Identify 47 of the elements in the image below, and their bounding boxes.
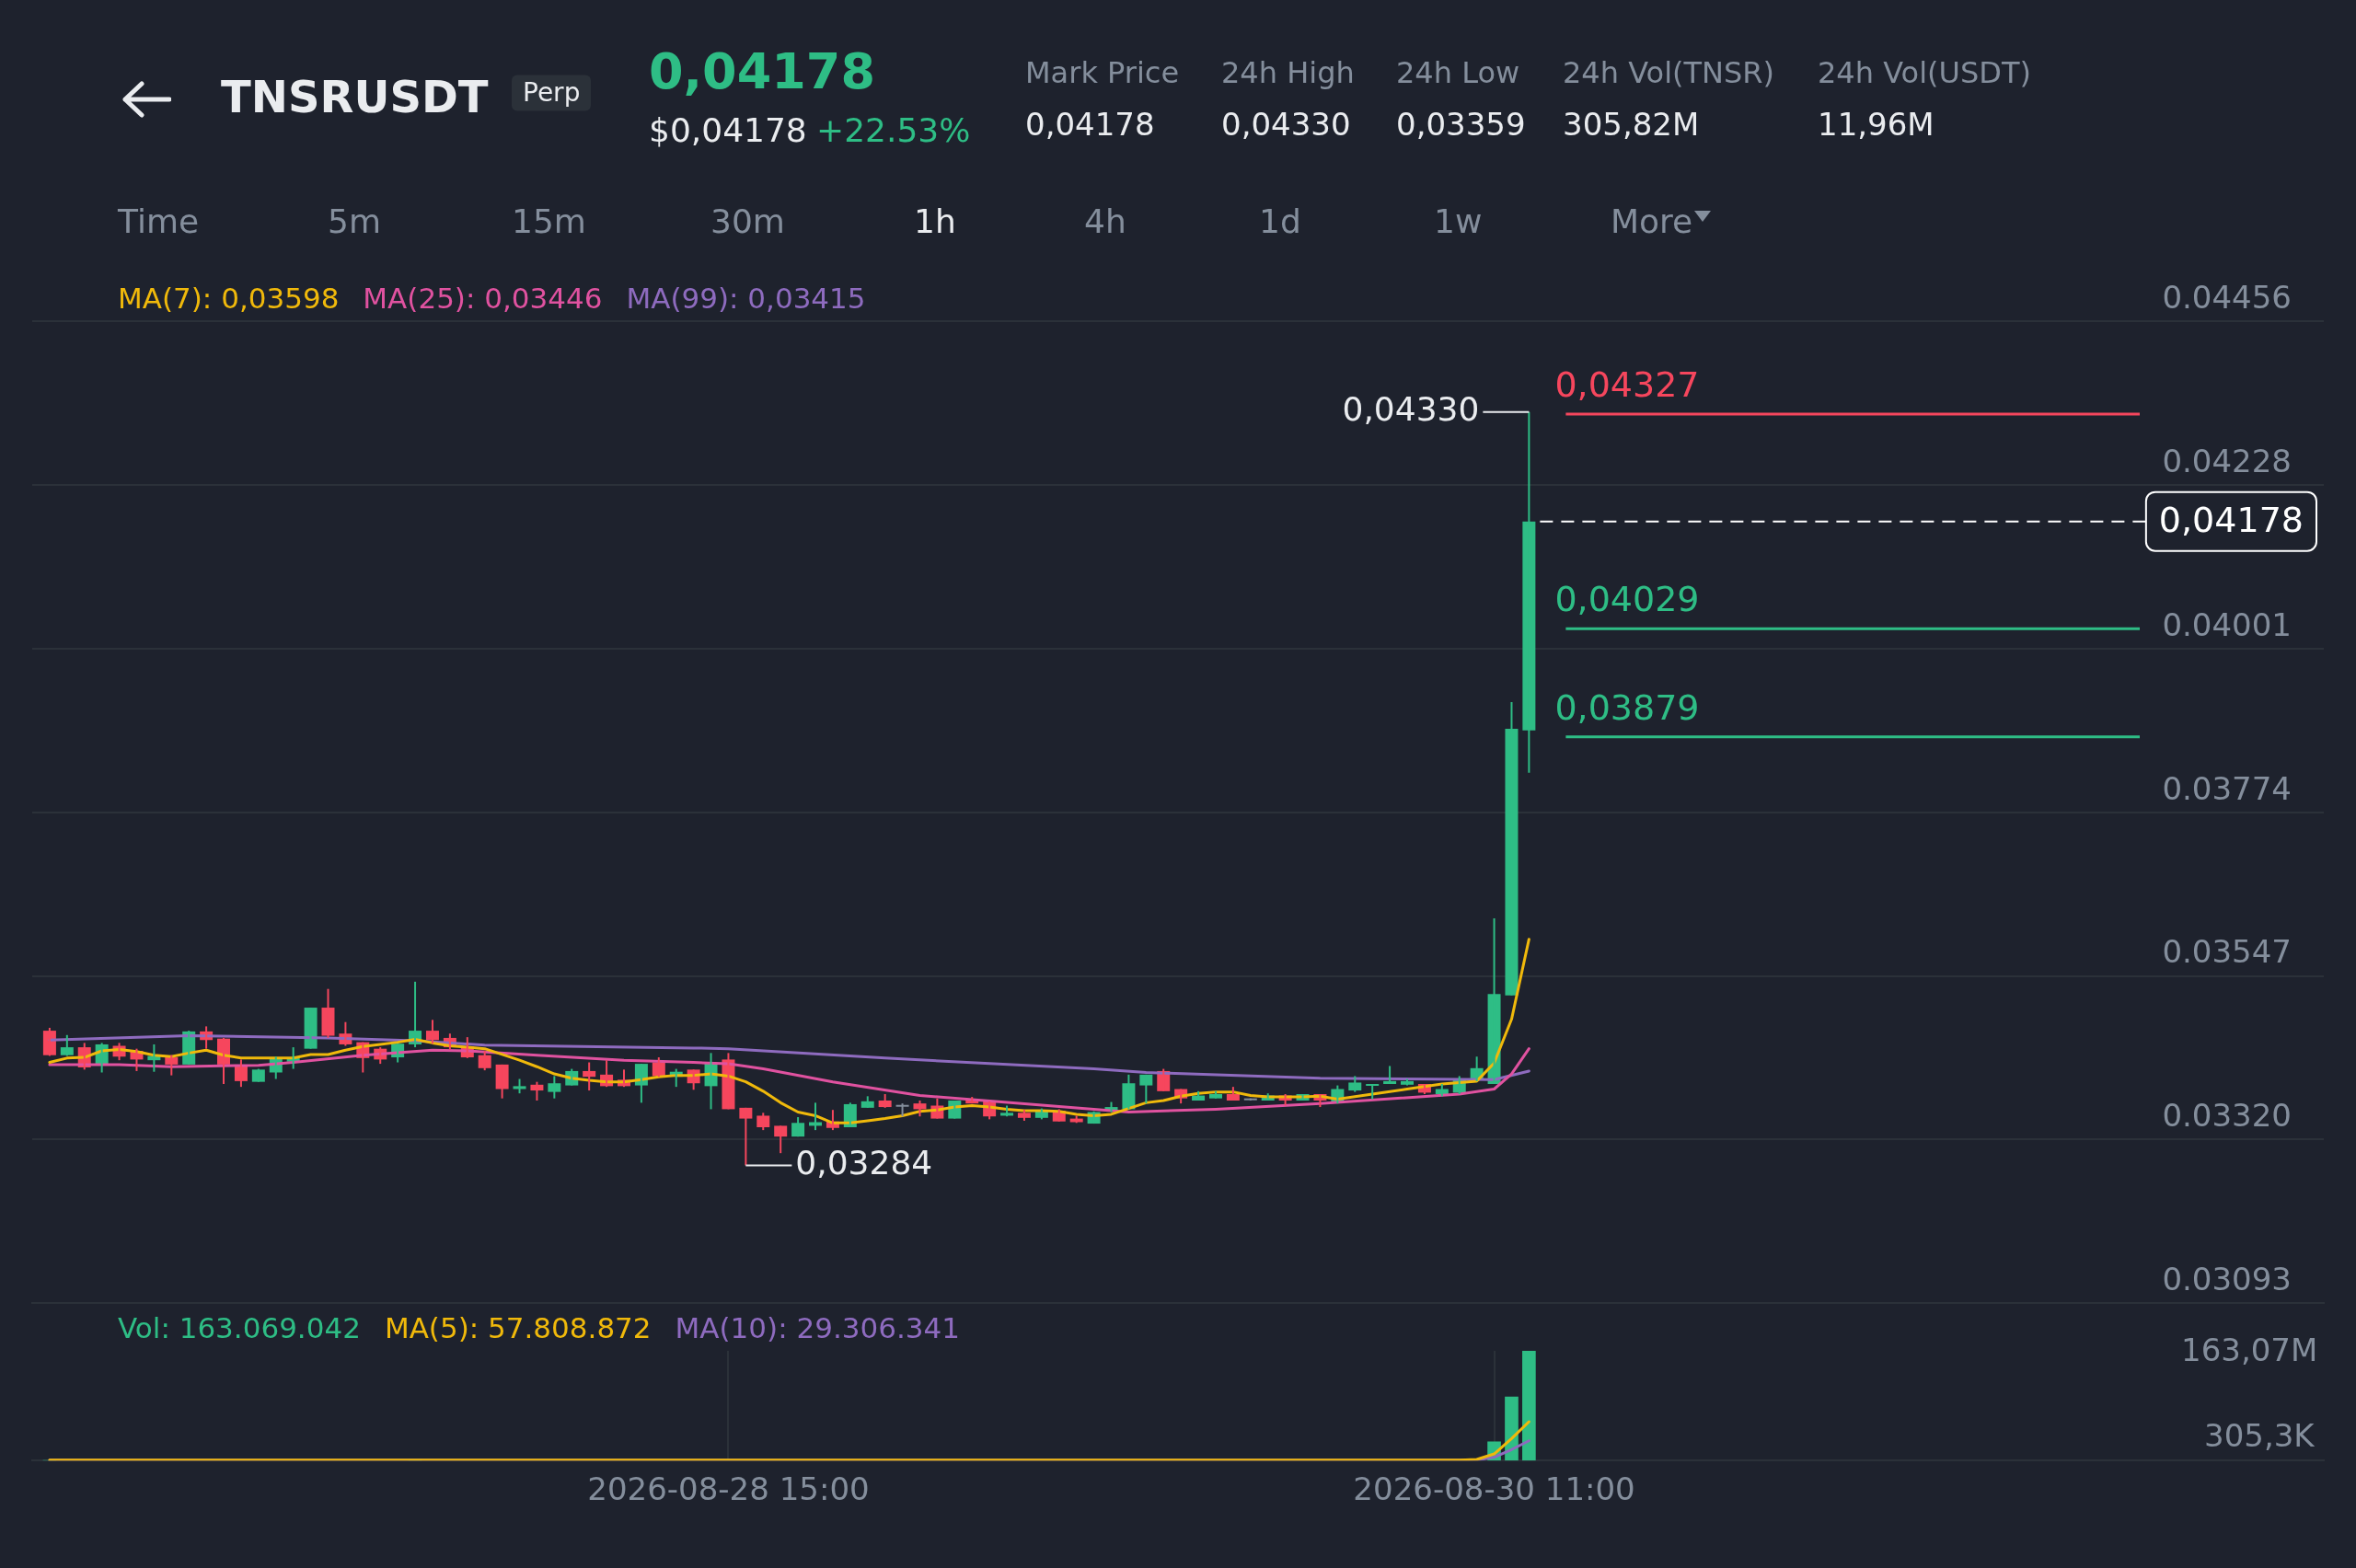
annotation: 0,03284 [795, 1143, 933, 1182]
text: MA(5): 57.808.872 [384, 1311, 652, 1344]
y-tick-label: 0.03320 [2162, 1097, 2292, 1135]
y-tick-label: 0.04228 [2162, 443, 2292, 480]
text: 24h High [1221, 55, 1355, 91]
y-tick-label: 0.03774 [2162, 769, 2292, 807]
text: Perp [512, 75, 592, 111]
text: 1d [1259, 202, 1301, 241]
text: 15m [512, 202, 586, 241]
text: +22.53% [816, 111, 971, 150]
text: MA(7): 0,03598 [118, 282, 340, 315]
y-tick-label: 0.03547 [2162, 933, 2292, 971]
text: 24h Vol(USDT) [1818, 55, 2031, 91]
text: Mark Price [1025, 55, 1180, 91]
text: 24h Low [1396, 55, 1520, 91]
text: $0,04178 [649, 111, 807, 150]
text: MA(25): 0,03446 [363, 282, 603, 315]
ref-line-label: 0,04178 [2158, 499, 2304, 540]
annotation: 305,3K [2204, 1417, 2315, 1455]
text: MA(99): 0,03415 [626, 282, 866, 315]
text: 11,96M [1818, 106, 1934, 144]
y-tick-label: 0.04001 [2162, 606, 2292, 644]
text: 0,03359 [1396, 106, 1526, 144]
annotation: 0,04330 [1342, 390, 1480, 428]
text: 4h [1084, 202, 1126, 241]
x-tick-label: 2026-08-28 15:00 [587, 1470, 870, 1508]
x-tick-label: 2026-08-30 11:00 [1353, 1470, 1635, 1508]
text: More [1611, 202, 1693, 241]
text: 24h Vol(TNSR) [1563, 55, 1775, 91]
ref-line-label: 0,03879 [1554, 686, 1700, 728]
text: 30m [710, 202, 785, 241]
ref-line-label: 0,04029 [1554, 579, 1700, 620]
text: 0,04178 [1025, 106, 1155, 144]
y-tick-label: 0.04456 [2162, 278, 2292, 316]
text: 0,04178 [649, 42, 875, 101]
ref-line-label: 0,04327 [1554, 363, 1700, 405]
text: 0,04330 [1221, 106, 1351, 144]
text: 5m [328, 202, 381, 241]
text: 1w [1434, 202, 1483, 241]
text: MA(10): 29.306.341 [675, 1311, 960, 1344]
annotation: 163,07M [2181, 1332, 2318, 1369]
chart-title: TNSRUSDT [221, 70, 489, 122]
text: Time [118, 202, 200, 241]
text: 1h [914, 202, 956, 241]
text: Vol: 163.069.042 [118, 1311, 361, 1344]
text: 305,82M [1563, 106, 1700, 144]
y-tick-label: 0.03093 [2162, 1260, 2292, 1297]
